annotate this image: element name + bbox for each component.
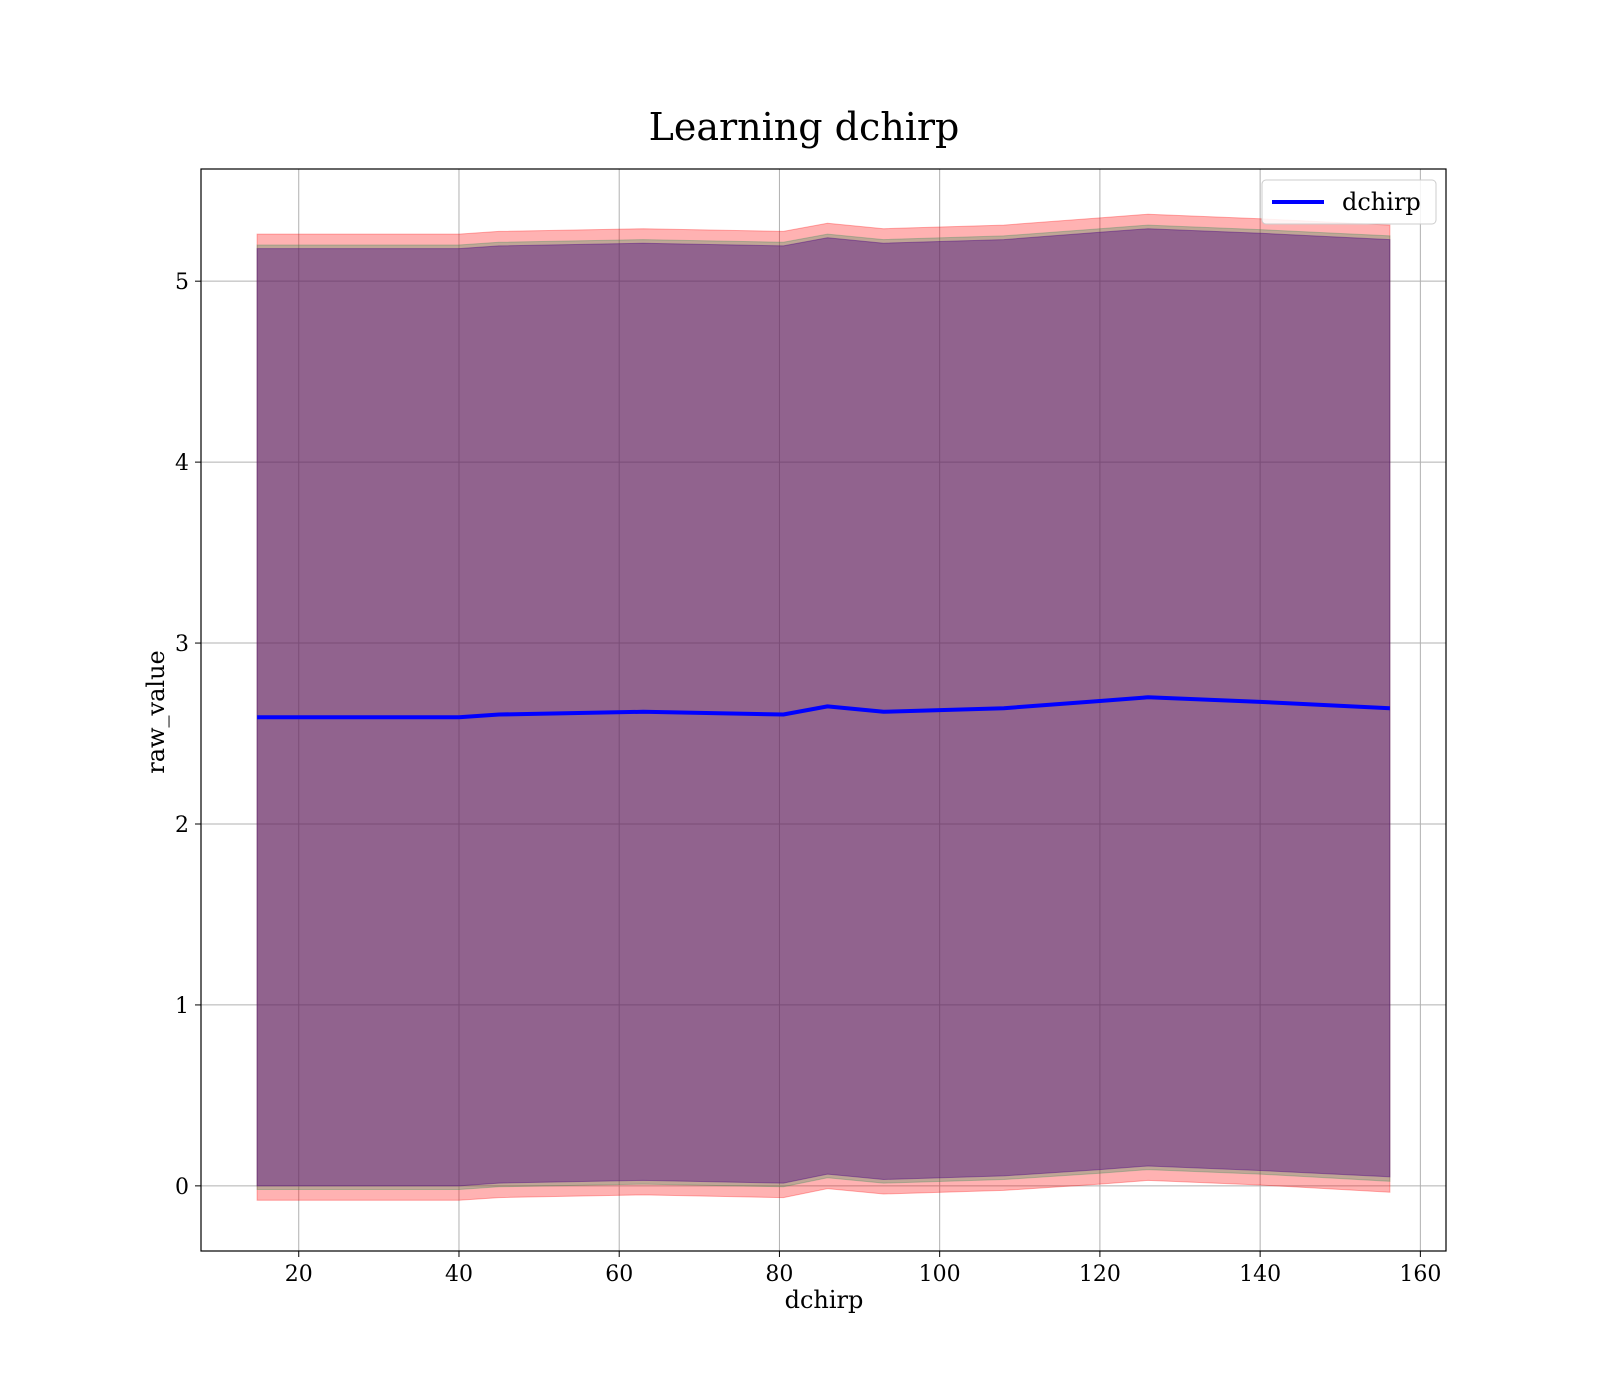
x-tick-label: 60 (605, 1262, 633, 1287)
x-axis-ticks: 20 40 60 80 100 120 140 160 (285, 1251, 1441, 1287)
y-tick-label: 2 (175, 813, 189, 838)
x-tick-label: 120 (1079, 1262, 1121, 1287)
y-tick-label: 3 (175, 632, 189, 657)
y-axis-ticks: 0 1 2 3 4 5 (175, 270, 201, 1200)
y-tick-label: 4 (175, 451, 189, 476)
y-axis-label: raw_value (142, 650, 170, 774)
bands (256, 213, 1391, 1201)
series-line-dchirp (257, 695, 1390, 720)
chart-title: Learning dchirp (649, 105, 960, 149)
legend-box (1261, 179, 1437, 225)
x-tick-label: 40 (445, 1262, 473, 1287)
x-tick-label: 20 (285, 1262, 313, 1287)
y-tick-label: 0 (175, 1175, 189, 1200)
x-tick-label: 80 (765, 1262, 793, 1287)
grid (201, 169, 1446, 1251)
y-tick-label: 1 (175, 994, 189, 1019)
x-tick-label: 160 (1399, 1262, 1441, 1287)
plot-frame (200, 168, 1447, 1252)
legend-entry-dchirp: dchirp (1342, 188, 1421, 216)
x-axis-label: dchirp (785, 1286, 864, 1314)
x-tick-label: 100 (919, 1262, 961, 1287)
legend: dchirp (1261, 179, 1437, 225)
x-tick-label: 140 (1239, 1262, 1281, 1287)
series-lines (257, 695, 1390, 720)
y-tick-label: 5 (175, 270, 189, 295)
